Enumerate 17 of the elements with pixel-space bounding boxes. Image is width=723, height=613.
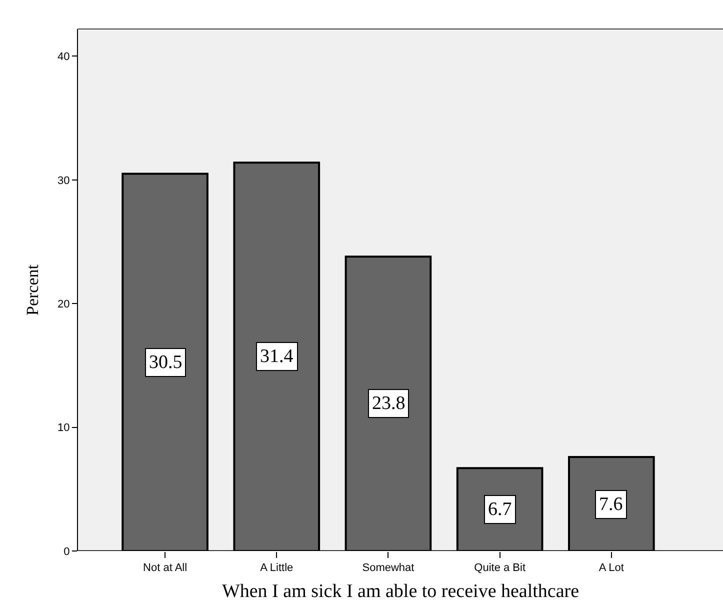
y-tick-label: 20: [58, 298, 70, 310]
y-tick-label: 30: [58, 174, 70, 187]
data-label: 7.6: [599, 494, 623, 515]
y-tick-label: 0: [64, 546, 70, 558]
data-label: 31.4: [260, 346, 294, 367]
data-label: 30.5: [149, 352, 182, 373]
data-label: 23.8: [372, 393, 406, 414]
data-label: 6.7: [488, 499, 512, 520]
x-tick-label: A Little: [260, 562, 294, 574]
x-axis-title: When I am sick I am able to receive healthcare: [222, 581, 580, 602]
x-tick-label: Not at All: [143, 562, 188, 574]
y-tick-label: 40: [58, 51, 70, 64]
x-tick-label: Quite a Bit: [474, 562, 526, 574]
y-axis-title: Percent: [23, 264, 42, 316]
x-tick-label: Somewhat: [362, 562, 414, 574]
y-tick-label: 10: [58, 422, 70, 434]
x-tick-label: A Lot: [598, 562, 624, 574]
